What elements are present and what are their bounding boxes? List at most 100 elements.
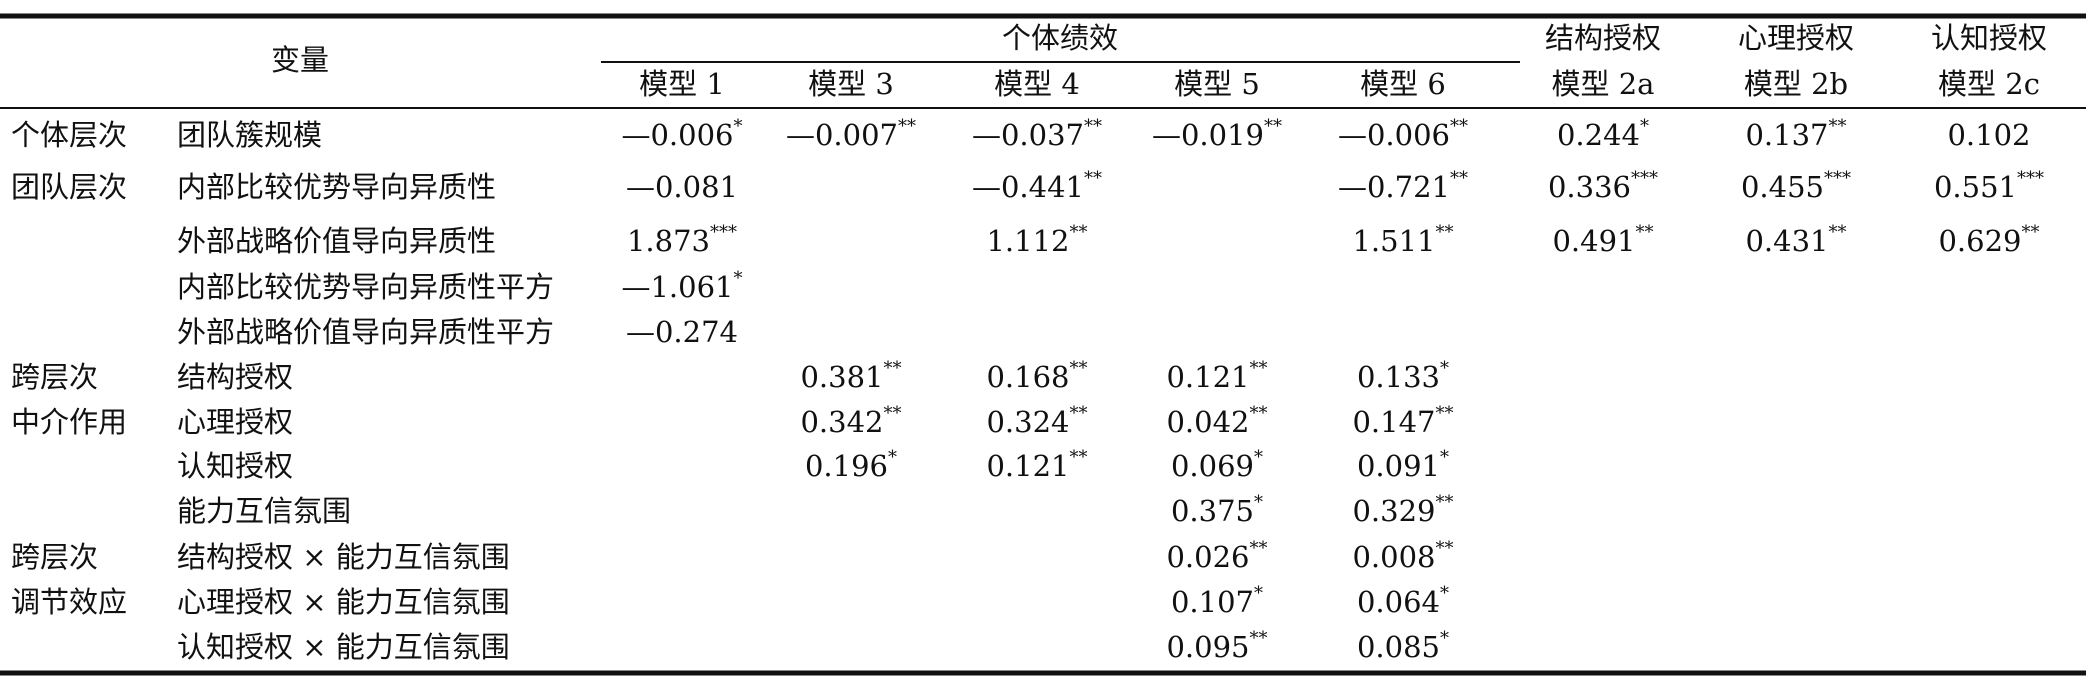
cell-value: 0.102 [1947,118,2030,152]
cell: —0.007** [786,116,916,152]
cell: —0.721** [1338,168,1468,204]
cell: 0.329** [1352,492,1453,528]
cell: 0.102 [1947,118,2030,152]
cell: 0.085* [1357,628,1449,664]
cell: 0.244* [1557,116,1649,152]
cell-value: —0.006 [621,118,733,152]
mediator-header: 心理授权 [1738,21,1854,55]
cell: 0.095** [1166,628,1267,664]
cell: 0.121** [986,447,1087,483]
significance: ** [1829,116,1847,137]
significance: ** [1250,538,1268,559]
significance: ** [884,358,902,379]
significance: *** [1631,168,1658,189]
cell: 0.137** [1745,116,1846,152]
significance: * [734,268,743,289]
row-name: 团队簇规模 [177,118,322,152]
cell-value: 0.244 [1557,118,1640,152]
cell: 0.147** [1352,403,1453,439]
cell: 1.873*** [627,222,737,258]
model-header: 模型 5 [1174,67,1260,101]
significance: * [1440,628,1449,649]
significance: ** [1250,403,1268,424]
row-name: 结构授权 × 能力互信氛围 [177,540,510,574]
significance: ** [1070,222,1088,243]
significance: ** [1436,222,1454,243]
row-name: 能力互信氛围 [177,494,351,528]
cell-value: —0.019 [1152,118,1264,152]
cell-value: 0.121 [1166,360,1249,394]
cell-value: 0.095 [1166,630,1249,664]
significance: * [1440,447,1449,468]
cell-value: 0.431 [1745,224,1828,258]
cell: 0.491** [1552,222,1653,258]
cell-value: 0.168 [986,360,1069,394]
cell: 0.551*** [1934,168,2044,204]
model-header: 模型 2a [1552,67,1655,101]
cell: —0.441** [972,168,1102,204]
cell: —0.006* [621,116,742,152]
cell: 0.196* [805,447,897,483]
significance: * [1254,583,1263,604]
mediator-header: 结构授权 [1545,21,1661,55]
model-header: 模型 4 [994,67,1080,101]
significance: ** [898,116,916,137]
cell-value: 0.133 [1357,360,1440,394]
model-header: 模型 2b [1744,67,1848,101]
variable-header: 变量 [271,43,329,77]
cell: 0.121** [1166,358,1267,394]
cell: 0.431** [1745,222,1846,258]
cell: 0.042** [1166,403,1267,439]
cell-value: —0.006 [1338,118,1450,152]
cell: —0.081 [626,170,738,204]
cell: 1.112** [986,222,1087,258]
cell-value: 0.008 [1352,540,1435,574]
significance: ** [1250,628,1268,649]
row-name: 心理授权 × 能力互信氛围 [177,585,510,619]
cell-value: 0.551 [1934,170,2017,204]
cell: 0.455*** [1741,168,1851,204]
row-group: 中介作用 [11,405,127,439]
cell-value: 1.873 [627,224,710,258]
significance: ** [1450,116,1468,137]
row-name: 心理授权 [177,405,293,439]
cell: 0.069* [1171,447,1263,483]
cell: 0.168** [986,358,1087,394]
cell-value: —1.061 [621,270,733,304]
model-header: 模型 6 [1360,67,1446,101]
model-header: 模型 1 [639,67,725,101]
mediator-header: 认知授权 [1931,21,2047,55]
cell-value: 0.091 [1357,449,1440,483]
cell-value: 0.329 [1352,494,1435,528]
cell: 0.133* [1357,358,1449,394]
significance: * [734,116,743,137]
cell-value: 0.137 [1745,118,1828,152]
cell: 0.375* [1171,492,1263,528]
significance: ** [1436,492,1454,513]
cell-value: 0.336 [1548,170,1631,204]
cell: 0.026** [1166,538,1267,574]
cell: —0.037** [972,116,1102,152]
cell-value: 0.026 [1166,540,1249,574]
cell-value: 0.196 [805,449,888,483]
significance: * [1640,116,1649,137]
cell-value: 0.085 [1357,630,1440,664]
row-name: 内部比较优势导向异质性 [177,170,496,204]
significance: * [1440,583,1449,604]
cell: —0.274 [626,315,738,349]
cell-value: 0.064 [1357,585,1440,619]
model-header: 模型 2c [1938,67,2040,101]
cell-value: 1.112 [986,224,1069,258]
row-group: 个体层次 [11,118,127,152]
cell-value: —0.441 [972,170,1084,204]
cell: 1.511** [1352,222,1453,258]
significance: ** [1070,447,1088,468]
cell-value: 0.491 [1552,224,1635,258]
row-group: 团队层次 [11,170,127,204]
significance: ** [1070,358,1088,379]
significance: ** [1264,116,1282,137]
cell: 0.324** [986,403,1087,439]
cell-value: 0.324 [986,405,1069,439]
significance: ** [1084,168,1102,189]
cell-value: 0.381 [800,360,883,394]
